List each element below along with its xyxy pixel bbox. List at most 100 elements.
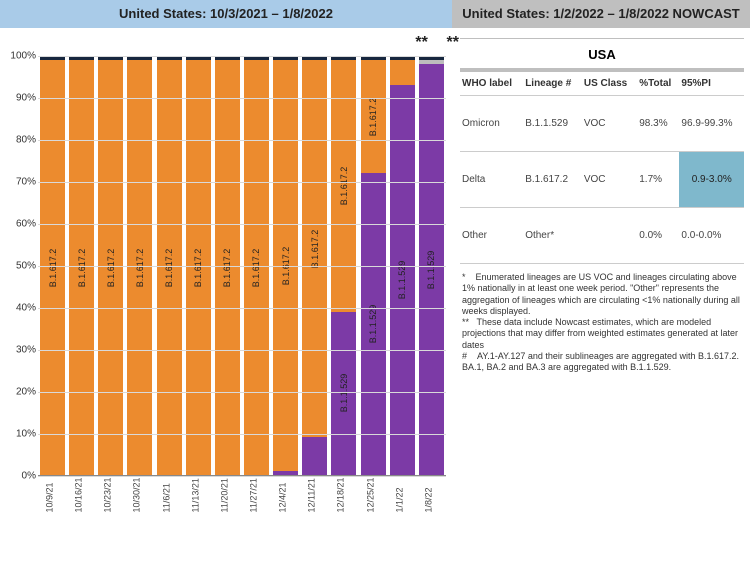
footnote-star-text: Enumerated lineages are US VOC and linea… [462, 272, 740, 316]
bar-segment: B.1.617.2 [98, 60, 123, 475]
gridline [38, 140, 446, 141]
delta-label: B.1.617.2 [310, 229, 320, 268]
bar-segment [390, 60, 415, 85]
delta-label: B.1.617.2 [77, 248, 87, 287]
bar-segment: B.1.1.529 [331, 312, 356, 475]
y-tick-label: 10% [2, 429, 36, 440]
table-cell: 0.9-3.0% [679, 152, 744, 208]
bar-segment: B.1.1.529 [361, 173, 386, 475]
y-tick-label: 50% [2, 261, 36, 272]
variant-table: WHO labelLineage #US Class%Total95%PI Om… [460, 72, 744, 264]
table-cell: Other* [523, 208, 582, 264]
delta-label: B.1.617.2 [193, 248, 203, 287]
y-tick-label: 40% [2, 303, 36, 314]
highlighted-cell: 0.9-3.0% [679, 152, 744, 207]
gridline [38, 392, 446, 393]
y-tick-label: 20% [2, 387, 36, 398]
gridline [38, 266, 446, 267]
gridline [38, 224, 446, 225]
bar-segment: B.1.617.2 [186, 60, 211, 475]
omicron-label: B.1.1.529 [368, 305, 378, 344]
delta-label: B.1.617.2 [222, 248, 232, 287]
y-tick-label: 60% [2, 219, 36, 230]
table-cell: B.1.617.2 [523, 152, 582, 208]
table-cell: 98.3% [637, 96, 679, 152]
delta-label: B.1.617.2 [106, 248, 116, 287]
footnote-dstar-text: These data include Nowcast estimates, wh… [462, 317, 738, 350]
nowcast-star: ** [415, 34, 427, 52]
x-axis-labels: 10/9/2110/16/2110/23/2110/30/2111/6/2111… [38, 476, 446, 488]
x-tick-label: 1/8/22 [423, 488, 433, 513]
y-tick-label: 90% [2, 93, 36, 104]
x-tick-label: 10/30/21 [132, 488, 142, 513]
table-cell: 1.7% [637, 152, 679, 208]
bar-segment [273, 471, 298, 475]
table-header-row: WHO labelLineage #US Class%Total95%PI [460, 72, 744, 96]
x-tick-label: 11/13/21 [190, 488, 200, 513]
delta-label: B.1.617.2 [48, 248, 58, 287]
gridline [38, 434, 446, 435]
bar-segment: B.1.617.2 [302, 60, 327, 437]
bar-segment: B.1.617.2 [215, 60, 240, 475]
footnote-star: * Enumerated lineages are US VOC and lin… [462, 272, 742, 317]
bar-segment: B.1.617.2 [244, 60, 269, 475]
x-tick-label: 1/1/22 [394, 488, 404, 513]
y-tick-label: 100% [2, 51, 36, 62]
bar-segment: B.1.617.2 [157, 60, 182, 475]
delta-label: B.1.617.2 [339, 167, 349, 206]
table-cell: 0.0% [637, 208, 679, 264]
table-cell: Delta [460, 152, 523, 208]
table-cell: VOC [582, 96, 637, 152]
footnote-hash: # AY.1-AY.127 and their sublineages are … [462, 351, 742, 374]
table-cell [582, 208, 637, 264]
x-tick-label: 11/20/21 [219, 488, 229, 513]
x-tick-label: 12/25/21 [365, 488, 375, 513]
gridline [38, 476, 446, 477]
left-panel: United States: 10/3/2021 – 1/8/2022 ****… [0, 0, 452, 528]
x-tick-label: 12/11/21 [307, 488, 317, 513]
table-row: OtherOther* 0.0%0.0-0.0% [460, 208, 744, 264]
delta-label: B.1.617.2 [135, 248, 145, 287]
chart-area: **** B.1.617.2 B.1.617.2 B.1.617.2 B.1.617.… [0, 28, 452, 528]
gridline [38, 98, 446, 99]
y-tick-label: 0% [2, 471, 36, 482]
table-row: OmicronB.1.1.529VOC98.3%96.9-99.3% [460, 96, 744, 152]
x-tick-label: 11/6/21 [161, 488, 171, 513]
footnote-dstar: ** These data include Nowcast estimates,… [462, 317, 742, 351]
bar-segment: B.1.617.2 [40, 60, 65, 475]
omicron-label: B.1.1.529 [426, 250, 436, 289]
right-inner: USA WHO labelLineage #US Class%Total95%P… [452, 28, 750, 381]
table-header: %Total [637, 72, 679, 96]
footnote-hash-text: AY.1-AY.127 and their sublineages are ag… [462, 351, 739, 372]
table-header: 95%PI [679, 72, 744, 96]
usa-title: USA [460, 38, 744, 72]
table-header: Lineage # [523, 72, 582, 96]
stars-row: **** [0, 34, 446, 54]
right-panel: United States: 1/2/2022 – 1/8/2022 NOWCA… [452, 0, 750, 528]
table-cell: Other [460, 208, 523, 264]
gridline [38, 182, 446, 183]
x-tick-label: 10/23/21 [103, 488, 113, 513]
bar-segment: B.1.617.2 [69, 60, 94, 475]
x-tick-label: 10/16/21 [74, 488, 84, 513]
y-tick-label: 70% [2, 177, 36, 188]
bar-segment: B.1.617.2 [361, 60, 386, 173]
bar-segment [419, 60, 444, 64]
table-cell: VOC [582, 152, 637, 208]
table-body: OmicronB.1.1.529VOC98.3%96.9-99.3%DeltaB… [460, 96, 744, 264]
bar-segment [302, 437, 327, 475]
left-header: United States: 10/3/2021 – 1/8/2022 [0, 0, 452, 28]
x-tick-label: 12/4/21 [278, 488, 288, 513]
x-tick-label: 11/27/21 [248, 488, 258, 513]
gridline [38, 350, 446, 351]
bar-segment: B.1.1.529 [419, 64, 444, 475]
x-tick-label: 10/9/21 [45, 488, 55, 513]
delta-label: B.1.617.2 [368, 98, 378, 137]
bar-segment: B.1.617.2 [127, 60, 152, 475]
nowcast-star: ** [447, 34, 459, 52]
delta-label: B.1.617.2 [251, 248, 261, 287]
table-cell: 0.0-0.0% [679, 208, 744, 264]
bar-segment: B.1.1.529 [390, 85, 415, 475]
root: United States: 10/3/2021 – 1/8/2022 ****… [0, 0, 750, 528]
footnotes: * Enumerated lineages are US VOC and lin… [460, 264, 744, 375]
